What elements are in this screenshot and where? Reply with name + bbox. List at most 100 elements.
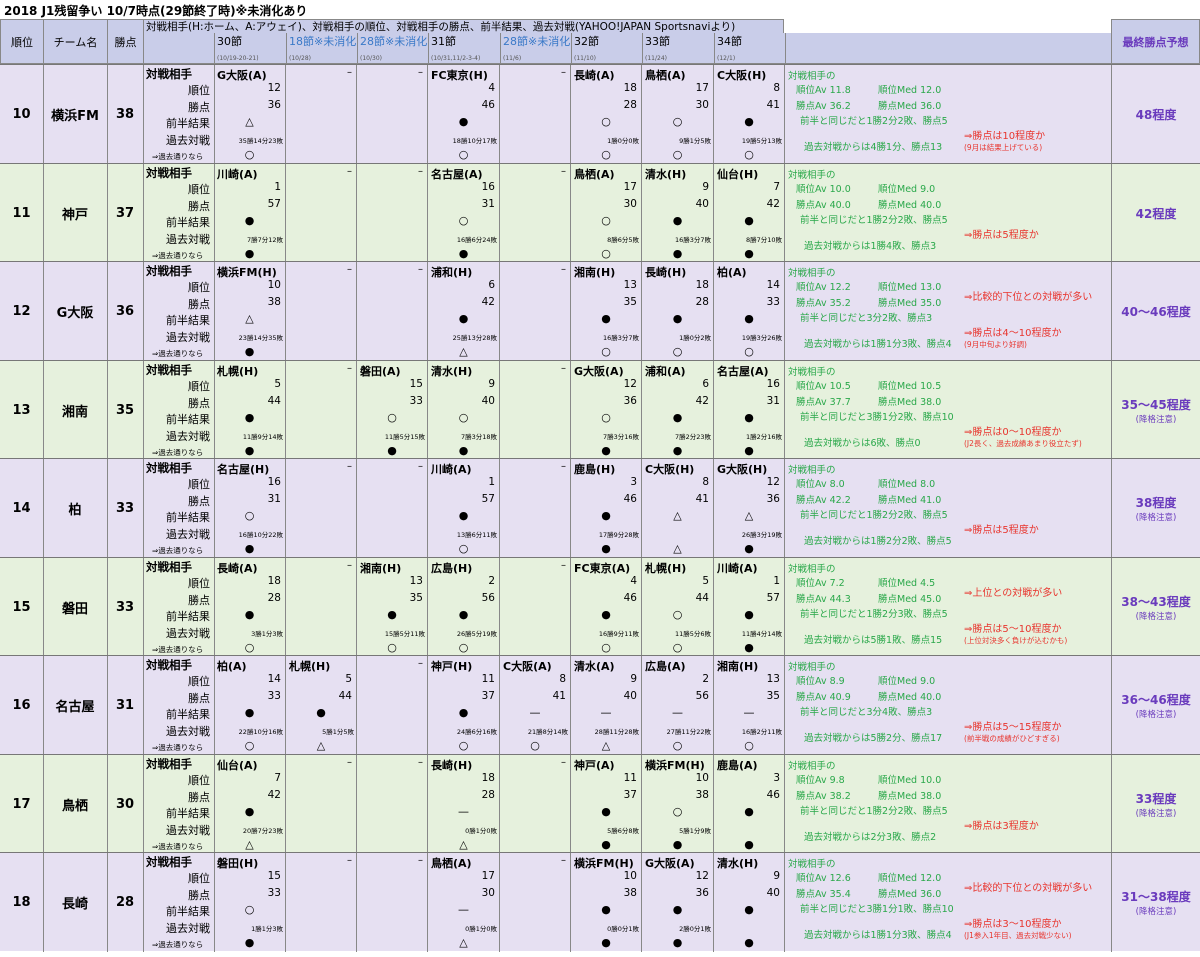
opponent-points: 31	[481, 197, 495, 210]
row-label-text: 勝点	[188, 691, 210, 705]
first-half-result: —	[458, 903, 469, 917]
opponent-points: 41	[695, 492, 709, 505]
opponent-name: 磐田(A)	[360, 365, 401, 378]
match-cell: 神戸(A) 11 37 ● 5勝6分8敗 ●	[571, 755, 642, 853]
past-record: 16勝3分7敗	[674, 235, 711, 244]
past-record: 24勝6分16敗	[456, 727, 497, 736]
row-label-text: 過去対戦	[166, 429, 210, 443]
past-record: 35勝14分23敗	[238, 136, 283, 145]
past-record: 16勝3分7敗	[602, 333, 639, 342]
opp-points-avg: 勝点Av 35.4	[796, 889, 851, 900]
match-cell: G大阪(A) 12 36 ○ 7勝3分16敗 ●	[571, 361, 642, 459]
past-record: 20勝7分23敗	[242, 826, 283, 835]
opp-points-med: 勝点Med 38.0	[878, 397, 942, 408]
forecast-value: 36～46程度	[1121, 693, 1191, 707]
remark-2: ⇒勝点は5程度か	[964, 525, 1039, 536]
row-label: 対戦相手	[144, 165, 214, 181]
match-cell: C大阪(H) 8 41 ● 19勝5分13敗 ○	[714, 65, 785, 164]
row-label: ⇒過去通りなら	[144, 148, 214, 164]
past-record: 17勝9分28敗	[598, 530, 639, 539]
row-label: 前半結果	[144, 608, 214, 624]
match-cell: –	[357, 65, 428, 164]
match-cell: –	[500, 65, 571, 164]
row-label: 勝点	[144, 296, 214, 312]
match-cell: 名古屋(H) 16 31 ○ 16勝10分22敗 ●	[214, 459, 286, 558]
opp-rank-med: 順位Med 8.0	[878, 479, 936, 490]
label-col	[143, 164, 215, 262]
round-date: (10/28)	[289, 55, 311, 62]
match-cell: 鳥栖(A) 17 30 ○ 8勝6分5敗 ○	[571, 164, 642, 262]
row-label-text: 順位	[188, 478, 210, 492]
first-half-result: ●	[744, 903, 754, 917]
match-cell: 横浜FM(H) 10 38 ○ 5勝1分9敗 ●	[642, 755, 714, 853]
match-cell: 広島(A) 2 56 — 27勝11分22敗 ○	[642, 656, 714, 755]
first-half-result: ●	[601, 509, 611, 523]
opponent-points: 28	[267, 591, 281, 604]
predicted-result: ●	[601, 936, 611, 950]
predicted-result: ●	[672, 444, 683, 458]
opponent-rank: 4	[488, 82, 495, 95]
past-record: 8勝6分5敗	[607, 235, 639, 244]
row-label-text: 過去対戦	[166, 527, 210, 541]
no-match-dash: –	[561, 757, 566, 768]
opponent-points: 46	[481, 98, 495, 111]
opponent-points: 44	[267, 394, 281, 407]
remark-1: ⇒上位との対戦が多い	[964, 588, 1063, 599]
round-label: 30節	[217, 35, 242, 48]
forecast-value: 31～38程度	[1121, 890, 1191, 904]
row-label-text: ⇒過去通りなら	[152, 152, 204, 162]
row-label-text: 勝点	[188, 593, 210, 607]
match-cell: 川崎(A) 1 57 ● 13勝6分11敗 ○	[428, 459, 500, 558]
opponent-name: 横浜FM(H)	[574, 857, 634, 870]
first-half-result: —	[600, 706, 612, 720]
round-label: 31節	[431, 35, 456, 48]
opponent-rank: 15	[409, 378, 423, 391]
match-cell: FC東京(H) 4 46 ● 18勝10分17敗 ○	[428, 65, 500, 164]
row-label: 勝点	[144, 99, 214, 115]
opponent-points: 42	[695, 394, 709, 407]
match-cell: 広島(H) 2 56 ● 26勝5分19敗 ○	[428, 558, 500, 656]
match-cell: –	[286, 65, 357, 164]
past-record: 11勝9分14敗	[242, 432, 283, 441]
round-label: 28節※未消化	[503, 35, 571, 48]
opp-rank-med: 順位Med 12.0	[878, 85, 942, 96]
row-label-text: 勝点	[188, 297, 210, 311]
opponent-rank: 10	[623, 870, 637, 883]
first-half-result: ●	[244, 608, 255, 622]
opponent-points: 41	[552, 689, 566, 702]
opponent-points: 56	[695, 689, 709, 702]
first-half-result: △	[744, 509, 754, 523]
past-record: 11勝5分6敗	[674, 629, 711, 638]
past-record: 1勝0分0敗	[607, 136, 639, 145]
match-cell: –	[357, 656, 428, 755]
analysis-cell: 対戦相手の 順位Av 9.8 順位Med 10.0 勝点Av 38.2 勝点Med 38…	[786, 755, 1110, 853]
past-record: 15勝5分11敗	[384, 629, 425, 638]
predicted-result: ●	[744, 444, 754, 458]
predicted-result: ●	[387, 444, 397, 458]
opponent-rank: 10	[267, 279, 281, 292]
first-half-result: ●	[672, 411, 683, 425]
row-label-text: 過去対戦	[166, 724, 210, 738]
match-cell: 長崎(A) 18 28 ○ 1勝0分0敗 ○	[571, 65, 642, 164]
row-label-text: 過去対戦	[166, 330, 210, 344]
opponent-name: 広島(A)	[645, 660, 686, 673]
predicted-result: ●	[672, 838, 683, 852]
team-points: 33	[107, 558, 144, 656]
opp-points-avg: 勝点Av 44.3	[796, 594, 851, 605]
opponent-points: 33	[766, 295, 780, 308]
predicted-result: ●	[244, 444, 255, 458]
opponent-points: 28	[695, 295, 709, 308]
row-label: ⇒過去通りなら	[144, 542, 214, 558]
no-match-dash: –	[561, 166, 566, 177]
opponent-rank: 11	[481, 673, 495, 686]
opponent-rank: 3	[773, 772, 780, 785]
row-label: 順位	[144, 82, 214, 98]
opponent-rank: 6	[702, 378, 709, 391]
opp-rank-avg: 順位Av 12.6	[796, 873, 851, 884]
opponent-rank: 17	[481, 870, 495, 883]
opponent-rank: 18	[623, 82, 637, 95]
opponent-name: 柏(A)	[217, 660, 247, 673]
row-label: 対戦相手	[144, 854, 214, 870]
label-col	[143, 656, 215, 755]
opponent-name: 札幌(H)	[289, 660, 331, 673]
